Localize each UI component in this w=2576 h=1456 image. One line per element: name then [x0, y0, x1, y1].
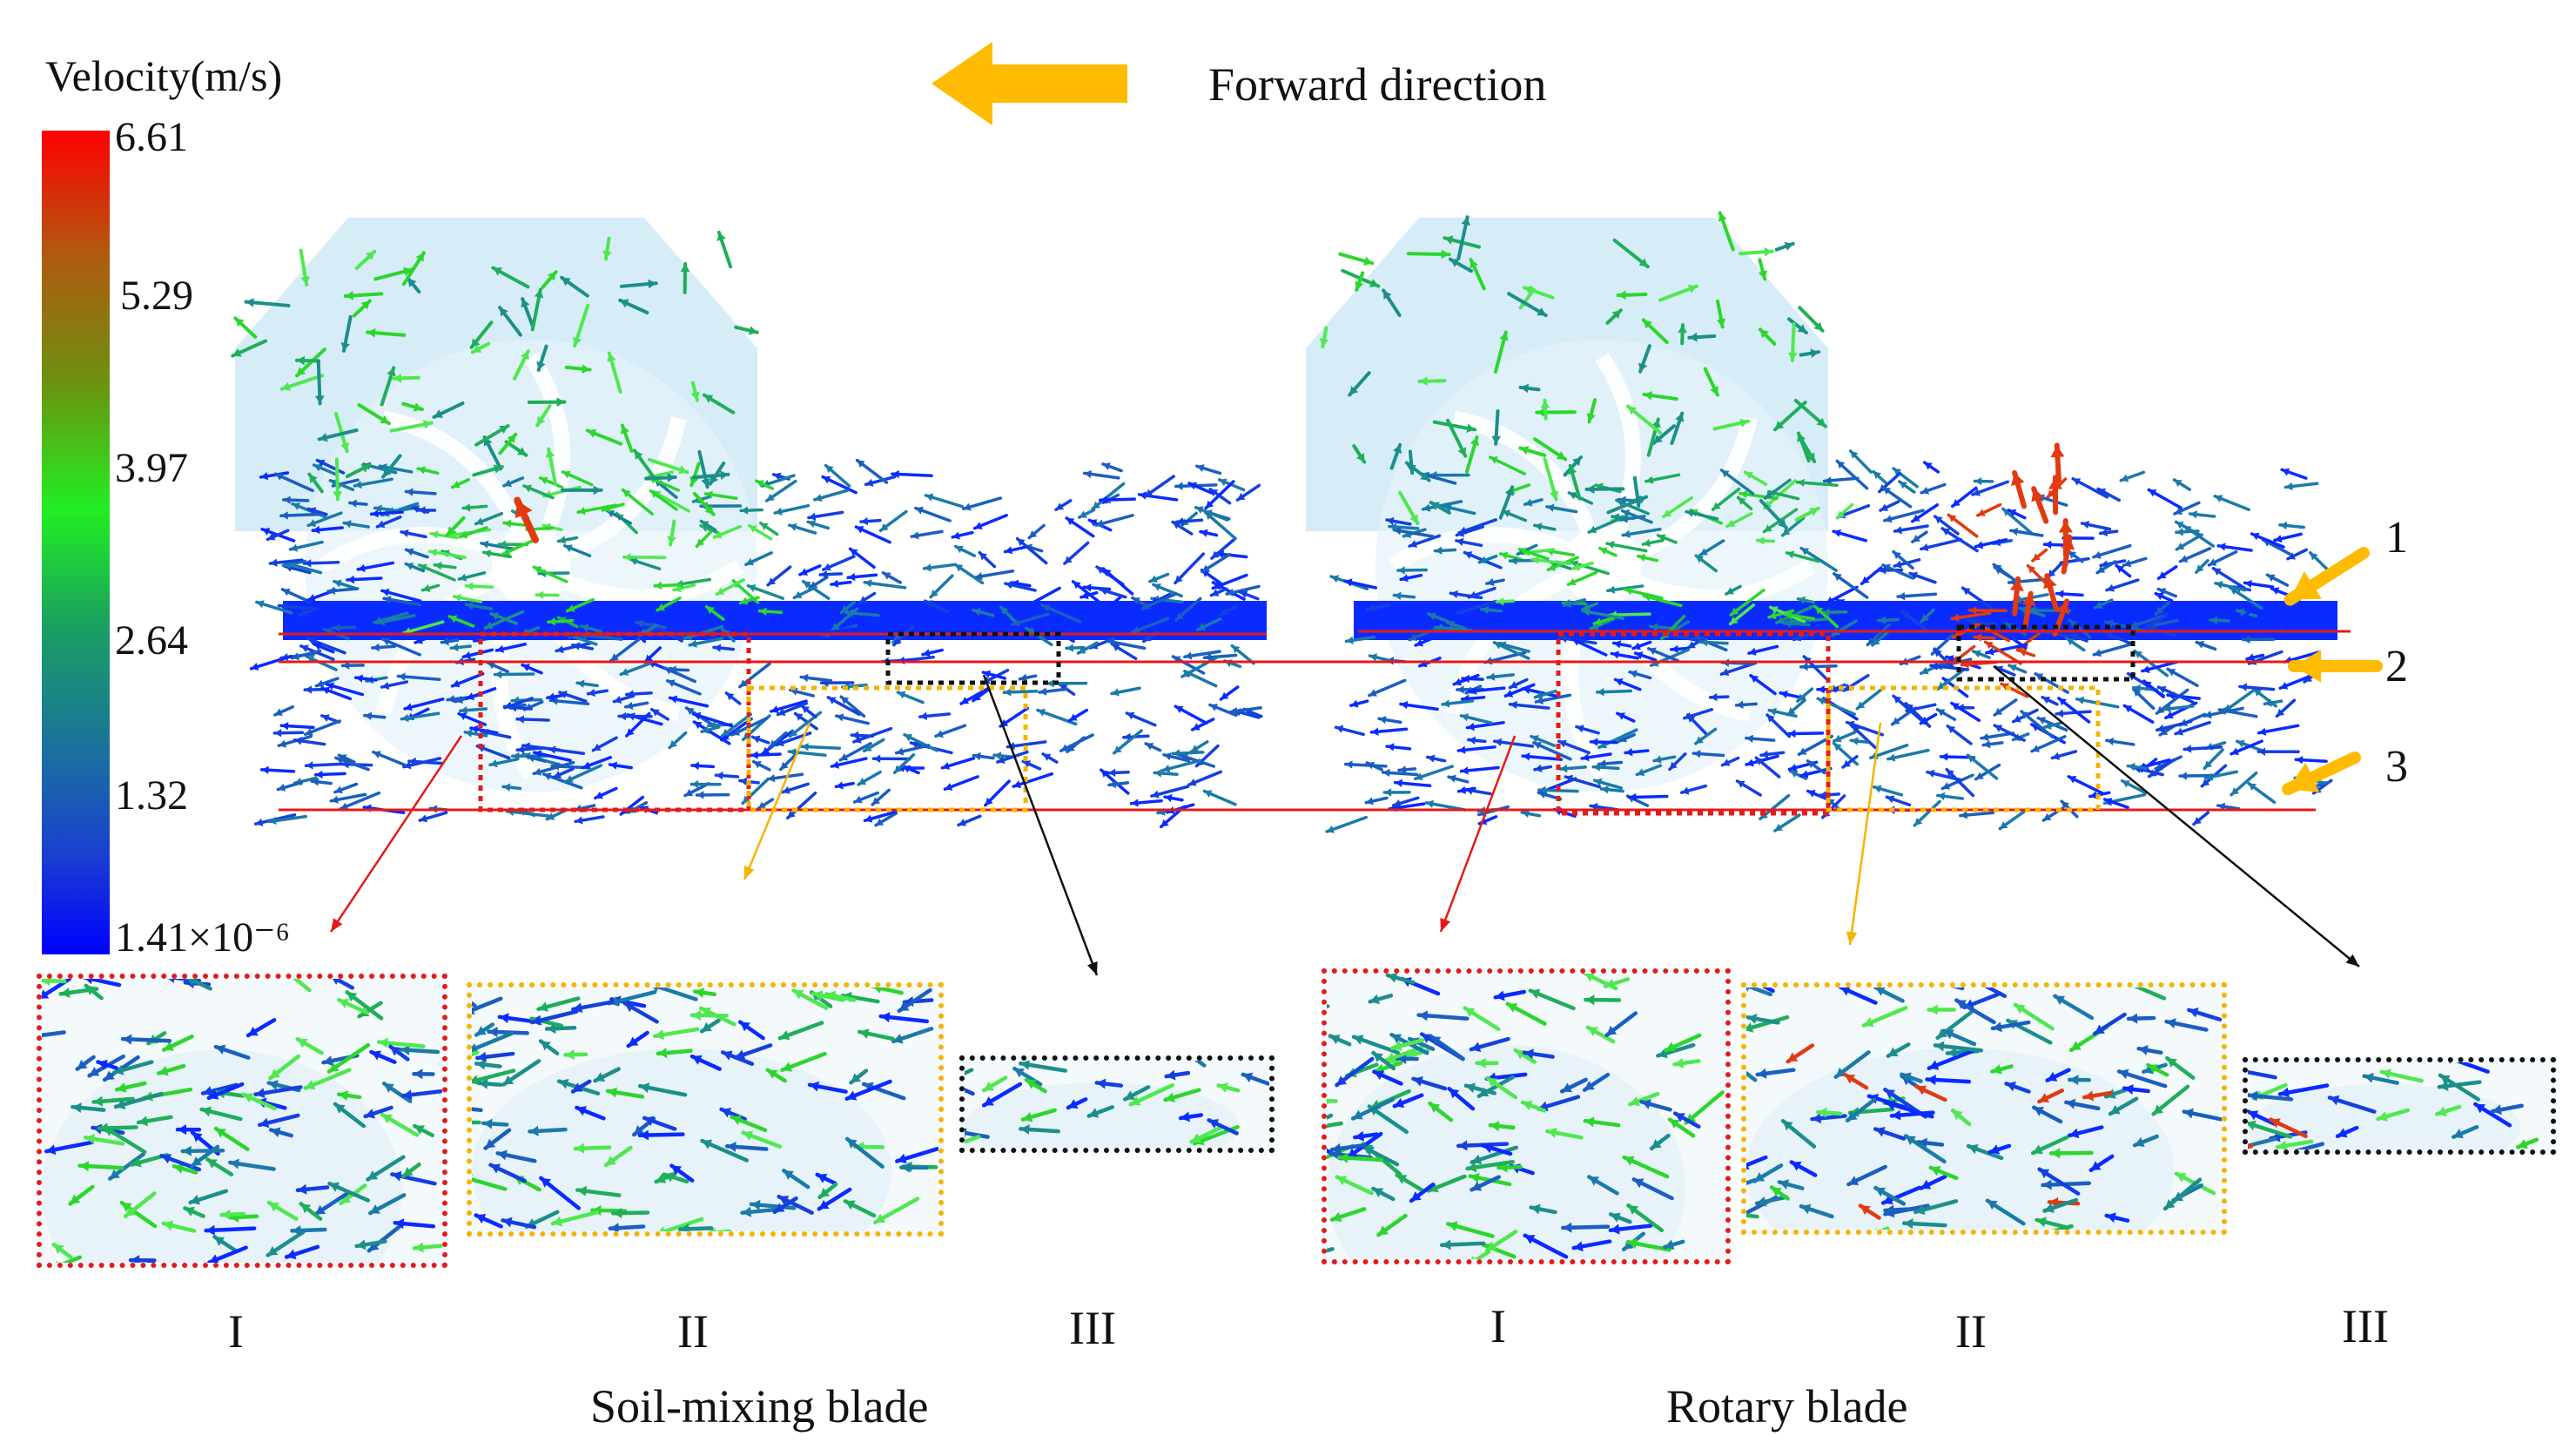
pointer-arrow [982, 674, 1099, 976]
layer-label-2: 2 [2385, 642, 2408, 691]
inset-soil-mixing-III [959, 1055, 1275, 1153]
velocity-colorbar [42, 131, 110, 954]
pointer-arrow [329, 735, 463, 933]
panel-scene [231, 218, 1267, 829]
layer-arrow-1 [2283, 547, 2370, 606]
pointer-arrow [1846, 722, 1882, 946]
inset-label: II [677, 1305, 709, 1358]
left-arrow-icon [932, 42, 1127, 125]
inset-rotary-III [2243, 1057, 2556, 1155]
region-box-III [885, 631, 1061, 685]
forward-direction-label: Forward direction [1208, 58, 1547, 111]
region-box-II [1826, 685, 2101, 812]
inset-soil-mixing-I [37, 974, 447, 1268]
inset-label: III [1069, 1302, 1116, 1354]
panel-caption-rotary: Rotary blade [1666, 1380, 1908, 1432]
pointer-arrow [1993, 665, 2360, 967]
legend-tick: 1.32 [115, 772, 188, 819]
panel-scene [1306, 211, 2337, 833]
pointer-arrow [1439, 735, 1517, 933]
layer-arrow-2 [2288, 650, 2383, 683]
legend-tick: 6.61 [115, 114, 188, 160]
legend-title: Velocity(m/s) [45, 51, 283, 100]
layer-label-1: 1 [2385, 513, 2408, 563]
inset-rotary-I [1322, 968, 1731, 1264]
legend-tick: 3.97 [115, 445, 188, 491]
legend-tick: 2.64 [115, 617, 188, 664]
region-box-III [1956, 624, 2135, 682]
inset-label: I [1490, 1300, 1506, 1352]
pointer-arrow [743, 722, 811, 880]
legend-tick: 5.29 [120, 273, 193, 319]
legend-tick: 1.41×10⁻⁶ [115, 914, 291, 961]
panel-caption-soil-mixing: Soil-mixing blade [590, 1380, 929, 1432]
layer-label-3: 3 [2385, 742, 2408, 792]
inset-soil-mixing-II [467, 982, 944, 1237]
inset-label: I [228, 1305, 244, 1358]
inset-label: III [2342, 1300, 2389, 1352]
region-box-II [746, 685, 1028, 812]
inset-rotary-II [1741, 982, 2227, 1235]
layer-arrow-3 [2282, 752, 2361, 796]
inset-label: II [1955, 1305, 1987, 1358]
region-box-I [1556, 631, 1831, 816]
